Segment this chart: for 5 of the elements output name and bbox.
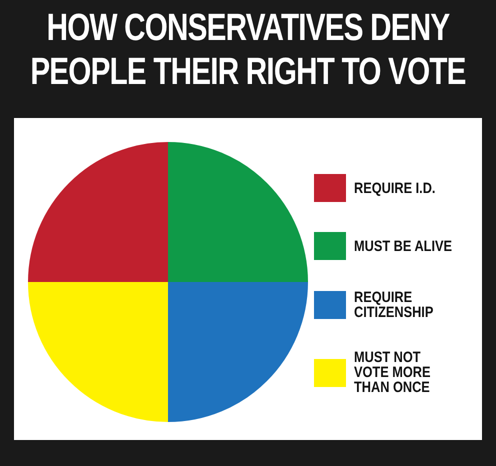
legend-label: MUST BE ALIVE (354, 238, 453, 254)
legend-label: MUST NOT VOTE MORE THAN ONCE (354, 349, 432, 396)
chart-title: HOW CONSERVATIVES DENY PEOPLE THEIR RIGHT TO VOTE (29, 6, 467, 94)
legend-label: REQUIRE I.D. (354, 180, 436, 196)
legend-label: REQUIRE CITIZENSHIP (354, 289, 434, 321)
